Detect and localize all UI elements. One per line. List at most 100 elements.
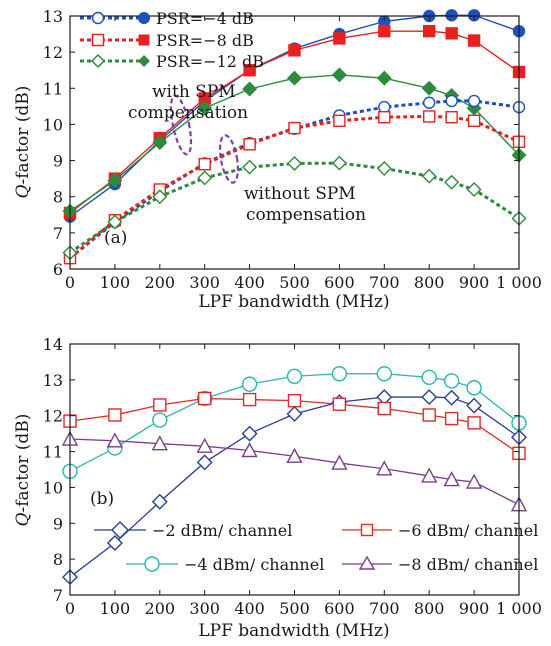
data-point [106,432,124,448]
data-point [423,96,436,109]
x-tick-label: 200 [145,273,176,292]
data-point [243,64,256,77]
data-point [107,214,123,230]
x-tick-label: 400 [234,273,265,292]
legend-a-label-psr4: PSR=−4 dB [156,9,254,28]
x-tick-label: 700 [369,273,400,292]
data-point [196,437,213,453]
data-point [466,397,483,414]
legend-a-label-psr8: PSR=−8 dB [156,31,254,50]
data-point [333,32,346,45]
y-tick-label: 11 [43,79,63,98]
x-tick-label: 100 [100,599,131,618]
y-tick-label: 12 [43,43,63,62]
data-point [466,380,482,396]
y-tick-label: 13 [43,371,63,390]
x-tick-label: 100 [100,273,131,292]
data-point [377,401,391,416]
panel-b-tag: (b) [90,489,114,509]
x-tick-label: 900 [459,599,490,618]
data-point [286,447,303,463]
data-point [331,155,347,171]
data-point [444,411,459,426]
data-point [198,157,211,171]
panel-b-legend: −2 dBm/ channel −6 dBm/ channel −4 dBm/ … [94,521,538,574]
x-tick-label: 600 [324,273,355,292]
y-tick-label: 13 [43,7,63,26]
x-tick-label: 500 [279,273,310,292]
data-point [422,408,436,422]
data-point [421,369,437,386]
data-point [197,100,213,116]
data-point [153,398,167,412]
data-point [467,34,481,47]
legend-a-label-psr12: PSR=−12 dB [156,52,264,71]
x-tick-label: 1 000 [496,273,542,292]
data-point [331,454,348,470]
x-tick-label: 400 [234,599,265,618]
data-point [443,389,460,406]
data-point [332,397,347,411]
panel-b-xlabel: LPF bandwidth (MHz) [198,621,389,641]
series-2 [63,391,526,461]
data-point [286,368,303,384]
y-tick-label: 11 [43,443,63,462]
x-tick-label: 0 [65,273,75,292]
data-point [197,391,212,406]
data-point [333,114,346,128]
data-point [331,366,348,382]
data-point [421,467,438,483]
y-tick-label: 8 [53,188,63,207]
legend-a-marker-psr12-open [90,53,106,69]
data-point [287,393,302,408]
data-point [445,94,458,108]
y-tick-label: 10 [43,478,63,497]
y-tick-label: 7 [53,586,63,605]
data-point [423,110,436,123]
legend-b-marker-m4 [144,556,160,572]
legend-a-marker-psr4-open [91,11,105,25]
data-point [378,100,391,114]
data-point [331,67,347,83]
panel-b-chart: 0 100 200 300 400 500 600 700 800 900 1 000 7 8 9 10 11… [13,335,542,641]
without-spm-ellipse [218,134,240,184]
data-point [467,94,481,108]
panel-a-xlabel: LPF bandwidth (MHz) [198,292,389,312]
panel-a-ylabel-rest: -factor (dB) [13,86,33,185]
data-point [378,24,391,38]
y-tick-label: 10 [43,115,63,134]
with-spm-ellipse [169,94,193,156]
x-tick-label: 700 [369,599,400,618]
with-spm-label-line2: compensation [128,103,248,123]
legend-b-marker-m2 [111,521,129,539]
data-point [243,138,256,151]
y-tick-label: 9 [53,514,63,533]
panel-a-legend: PSR=−4 dB PSR=−8 dB PSR=−12 dB [80,9,264,71]
data-point [445,27,458,40]
y-tick-label: 14 [43,335,63,354]
data-point [287,155,302,171]
data-point [467,416,481,430]
series-3 [61,430,528,512]
data-point [376,460,393,476]
data-point [378,110,391,124]
data-point [423,24,436,38]
panel-b-ylabel-q: Q [13,512,33,526]
data-point [107,172,123,188]
with-spm-label-line1: with SPM [152,82,236,102]
data-point [421,168,437,184]
series-0 [62,389,527,586]
y-tick-label: 6 [53,260,63,279]
legend-b-label-m6: −6 dBm/ channel [398,521,538,540]
x-tick-label: 300 [189,599,220,618]
legend-a-marker-psr8-open [91,33,105,47]
x-tick-label: 500 [279,599,310,618]
x-tick-label: 600 [324,599,355,618]
data-point [152,135,168,150]
x-tick-label: 800 [414,599,445,618]
panel-a-chart: 0 100 200 300 400 500 600 700 800 900 1 000 6 7 8 9 10 1… [13,7,542,312]
data-point [421,389,438,406]
data-point [376,161,392,177]
data-point [443,373,460,389]
x-tick-label: 1 000 [496,599,542,618]
